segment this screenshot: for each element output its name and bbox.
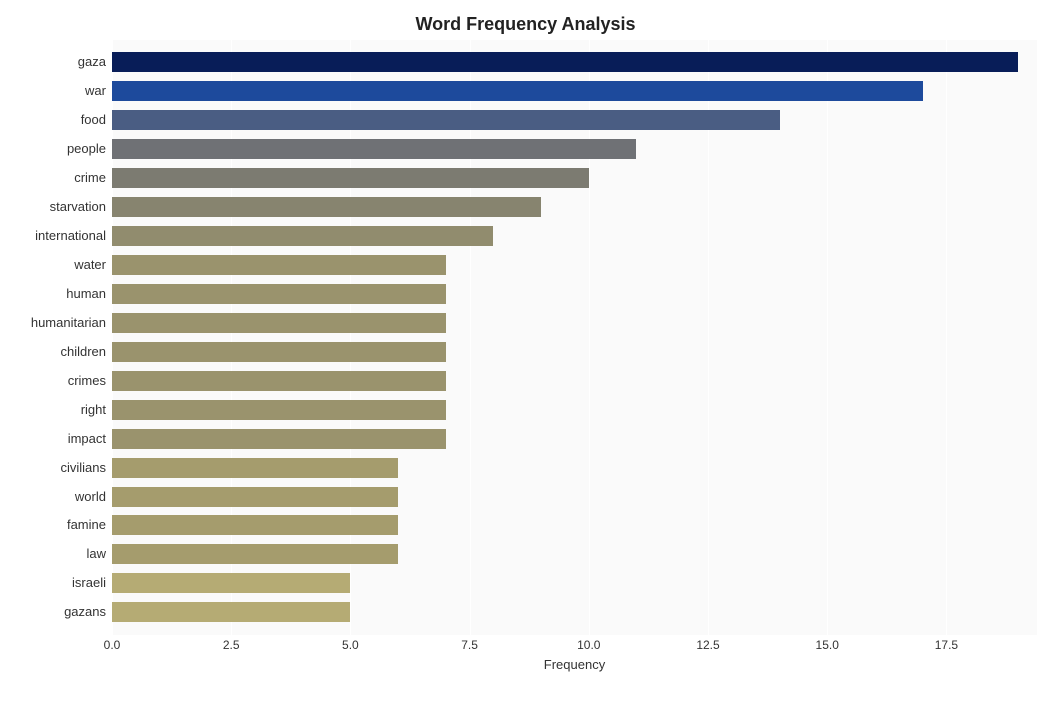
bar-row <box>112 284 1037 304</box>
bar-row <box>112 313 1037 333</box>
y-tick-label: humanitarian <box>0 313 112 333</box>
bar-row <box>112 197 1037 217</box>
bar <box>112 110 780 130</box>
y-tick-label: impact <box>0 429 112 449</box>
bar-row <box>112 110 1037 130</box>
bar <box>112 458 398 478</box>
y-tick-label: international <box>0 226 112 246</box>
word-frequency-chart: Word Frequency Analysis gaza war food peopl… <box>0 0 1051 701</box>
bar <box>112 400 446 420</box>
bar-row <box>112 573 1037 593</box>
bars-container <box>112 40 1037 635</box>
bar <box>112 168 589 188</box>
bar-row <box>112 226 1037 246</box>
y-tick-label: right <box>0 400 112 420</box>
bar <box>112 342 446 362</box>
bar <box>112 139 636 159</box>
x-tick-label: 2.5 <box>223 638 240 652</box>
x-tick-label: 7.5 <box>461 638 478 652</box>
x-tick-label: 12.5 <box>696 638 719 652</box>
y-axis-labels: gaza war food people crime starvation internat… <box>0 40 112 635</box>
bar-row <box>112 255 1037 275</box>
y-tick-label: law <box>0 544 112 564</box>
y-tick-label: human <box>0 284 112 304</box>
y-tick-label: food <box>0 110 112 130</box>
y-tick-label: people <box>0 139 112 159</box>
x-axis: 0.02.55.07.510.012.515.017.5 Frequency <box>112 635 1037 675</box>
bar <box>112 81 923 101</box>
y-tick-label: crime <box>0 168 112 188</box>
bar-row <box>112 515 1037 535</box>
y-tick-label: civilians <box>0 458 112 478</box>
bar-row <box>112 400 1037 420</box>
y-tick-label: children <box>0 342 112 362</box>
x-tick-label: 17.5 <box>935 638 958 652</box>
y-tick-label: gaza <box>0 52 112 72</box>
x-tick-label: 0.0 <box>104 638 121 652</box>
y-tick-label: famine <box>0 515 112 535</box>
bar-row <box>112 342 1037 362</box>
bar <box>112 52 1018 72</box>
bar <box>112 255 446 275</box>
bar-row <box>112 487 1037 507</box>
bar-row <box>112 371 1037 391</box>
y-tick-label: war <box>0 81 112 101</box>
bar-row <box>112 52 1037 72</box>
bar-row <box>112 544 1037 564</box>
bar-row <box>112 458 1037 478</box>
x-tick-label: 5.0 <box>342 638 359 652</box>
bar-row <box>112 81 1037 101</box>
bar <box>112 371 446 391</box>
bar <box>112 197 541 217</box>
x-axis-label: Frequency <box>544 657 605 672</box>
bar <box>112 602 350 622</box>
bar-row <box>112 168 1037 188</box>
bar <box>112 515 398 535</box>
y-tick-label: water <box>0 255 112 275</box>
bar <box>112 226 493 246</box>
bar <box>112 313 446 333</box>
x-tick-label: 10.0 <box>577 638 600 652</box>
y-tick-label: crimes <box>0 371 112 391</box>
chart-title: Word Frequency Analysis <box>14 14 1037 35</box>
bar-row <box>112 429 1037 449</box>
bar <box>112 573 350 593</box>
y-tick-label: gazans <box>0 602 112 622</box>
y-tick-label: starvation <box>0 197 112 217</box>
bar-row <box>112 139 1037 159</box>
bar <box>112 284 446 304</box>
plot-area <box>112 40 1037 635</box>
bar-row <box>112 602 1037 622</box>
y-tick-label: world <box>0 487 112 507</box>
x-tick-label: 15.0 <box>816 638 839 652</box>
bar <box>112 429 446 449</box>
bar <box>112 487 398 507</box>
y-tick-label: israeli <box>0 573 112 593</box>
bar <box>112 544 398 564</box>
